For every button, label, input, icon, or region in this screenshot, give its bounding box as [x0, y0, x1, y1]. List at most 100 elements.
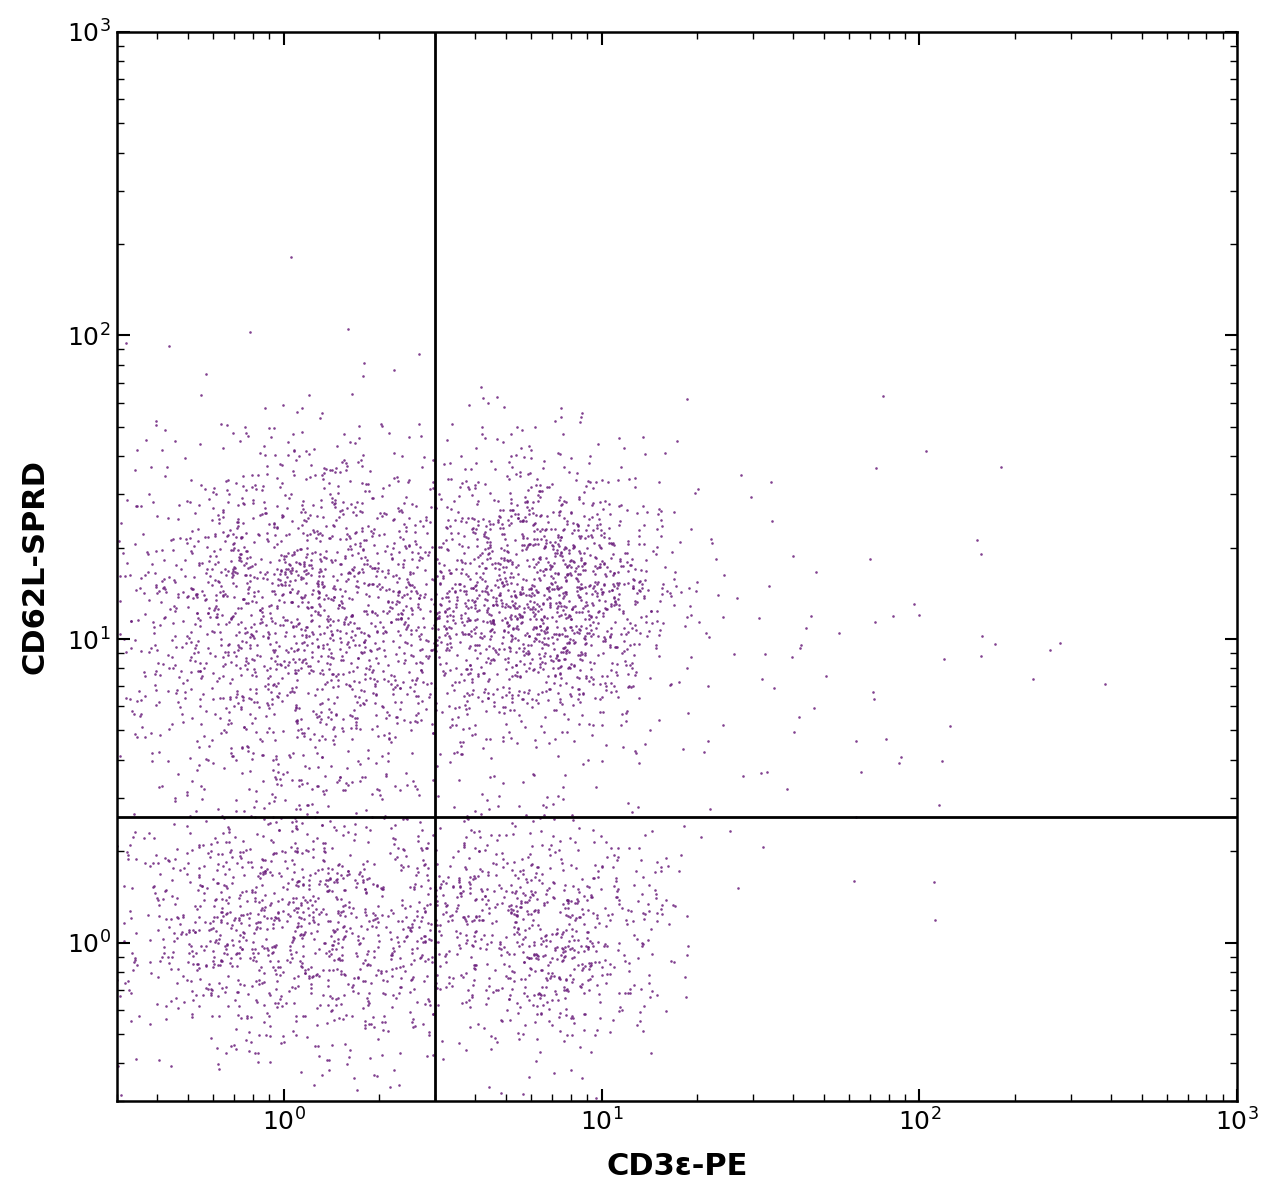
Point: [356, 475, 376, 494]
Point: [335, 624, 356, 643]
Point: [509, 466, 530, 486]
Point: [196, 957, 216, 976]
Point: [276, 912, 297, 932]
Point: [531, 934, 552, 953]
Point: [266, 677, 287, 696]
Point: [166, 908, 187, 927]
Point: [493, 703, 513, 722]
Point: [334, 906, 355, 926]
Point: [362, 524, 383, 543]
Point: [119, 902, 140, 921]
Point: [165, 792, 186, 811]
Point: [166, 599, 187, 618]
Point: [644, 863, 664, 882]
Point: [292, 928, 312, 947]
Point: [298, 599, 319, 618]
Point: [410, 537, 430, 557]
Point: [515, 602, 535, 621]
Point: [406, 496, 426, 516]
Point: [224, 559, 244, 578]
Point: [393, 494, 413, 513]
Point: [563, 552, 584, 571]
Point: [846, 731, 867, 750]
Point: [316, 1013, 337, 1033]
Point: [634, 996, 654, 1016]
Point: [177, 844, 197, 863]
Point: [641, 601, 662, 620]
Point: [425, 498, 445, 517]
Point: [570, 577, 590, 596]
Point: [275, 993, 296, 1012]
Point: [411, 427, 431, 446]
Point: [541, 566, 562, 585]
Point: [296, 560, 316, 579]
Point: [515, 493, 535, 512]
Point: [332, 650, 352, 670]
Point: [513, 864, 534, 883]
Point: [512, 850, 532, 869]
Point: [676, 906, 696, 926]
Point: [563, 930, 584, 950]
Point: [333, 902, 353, 921]
Point: [237, 852, 257, 871]
Point: [218, 525, 238, 545]
Point: [548, 528, 568, 547]
Point: [78, 962, 99, 981]
Point: [579, 714, 599, 733]
Point: [257, 621, 278, 641]
Point: [609, 1001, 630, 1020]
Point: [384, 829, 404, 849]
Point: [538, 552, 558, 571]
Point: [287, 614, 307, 633]
Point: [335, 674, 356, 694]
Point: [513, 511, 534, 530]
Point: [334, 614, 355, 633]
Point: [289, 799, 310, 819]
Point: [364, 559, 384, 578]
Point: [617, 639, 637, 659]
Point: [388, 609, 408, 629]
Point: [207, 861, 228, 880]
Point: [504, 585, 525, 605]
Point: [562, 972, 582, 992]
Point: [321, 648, 342, 667]
Point: [379, 923, 399, 942]
Point: [404, 578, 425, 597]
Point: [367, 559, 388, 578]
Point: [305, 1076, 325, 1095]
Point: [298, 841, 319, 861]
Point: [468, 585, 489, 605]
Point: [180, 632, 201, 651]
Point: [636, 626, 657, 645]
Point: [360, 983, 380, 1002]
Point: [246, 684, 266, 703]
Point: [284, 542, 305, 561]
Point: [513, 952, 534, 971]
Point: [753, 837, 773, 856]
Point: [454, 696, 475, 715]
Point: [641, 982, 662, 1001]
Point: [576, 668, 596, 688]
Point: [259, 596, 279, 615]
Point: [516, 805, 536, 825]
Point: [588, 626, 608, 645]
Point: [228, 623, 248, 642]
Point: [356, 601, 376, 620]
Point: [627, 1014, 648, 1034]
Point: [483, 613, 503, 632]
Point: [438, 868, 458, 887]
Point: [241, 625, 261, 644]
Point: [604, 958, 625, 977]
Point: [602, 661, 622, 680]
Point: [419, 950, 439, 969]
Point: [550, 542, 571, 561]
Point: [311, 490, 332, 510]
Point: [467, 472, 488, 492]
Point: [584, 833, 604, 852]
Point: [535, 926, 556, 945]
Point: [486, 855, 507, 874]
Point: [428, 549, 448, 569]
Point: [548, 525, 568, 545]
Point: [511, 969, 531, 988]
Point: [241, 572, 261, 591]
